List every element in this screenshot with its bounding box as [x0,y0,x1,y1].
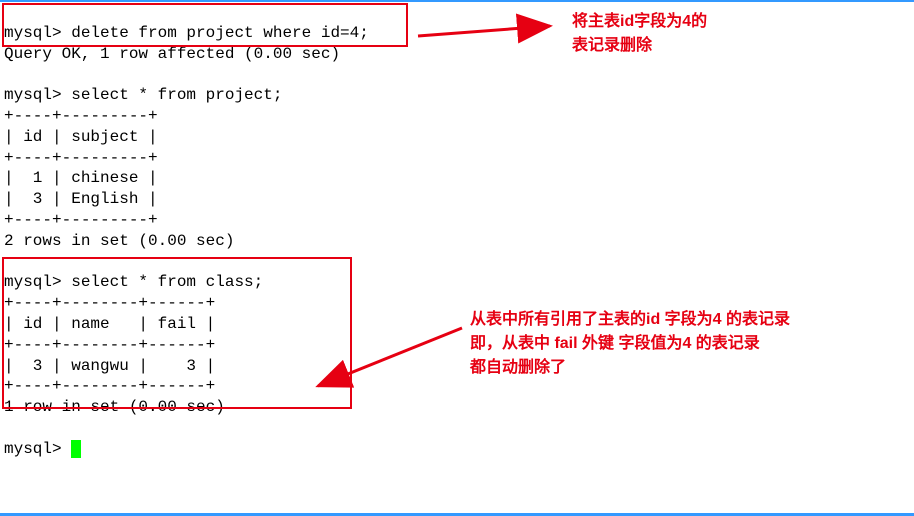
annotation-text: 将主表id字段为4的 [572,10,707,34]
terminal-line: 2 rows in set (0.00 sec) [4,232,234,250]
terminal-line: +----+---------+ [4,149,158,167]
annotation-text: 表记录删除 [572,34,707,58]
top-border [0,0,914,2]
terminal-line: +----+--------+------+ [4,377,215,395]
terminal-line: mysql> [4,440,71,458]
terminal-line: +----+---------+ [4,107,158,125]
annotation-text: 从表中所有引用了主表的id 字段为4 的表记录 [470,308,790,332]
annotation-text: 即，从表中 fail 外键 字段值为4 的表记录 [470,332,790,356]
terminal-line: 1 row in set (0.00 sec) [4,398,225,416]
terminal-line: +----+--------+------+ [4,294,215,312]
terminal-line: | 3 | English | [4,190,158,208]
terminal-line: +----+---------+ [4,211,158,229]
cursor-block [71,440,81,458]
terminal-line: | id | name | fail | [4,315,215,333]
terminal-line: | 1 | chinese | [4,169,158,187]
terminal-line: mysql> select * from class; [4,273,263,291]
annotation-2: 从表中所有引用了主表的id 字段为4 的表记录 即，从表中 fail 外键 字段… [470,308,790,380]
terminal-output: mysql> delete from project where id=4; Q… [0,0,914,462]
terminal-line: +----+--------+------+ [4,336,215,354]
terminal-line: mysql> select * from project; [4,86,282,104]
annotation-1: 将主表id字段为4的 表记录删除 [572,10,707,58]
annotation-text: 都自动删除了 [470,356,790,380]
terminal-line: | id | subject | [4,128,158,146]
terminal-line: Query OK, 1 row affected (0.00 sec) [4,45,340,63]
terminal-line: mysql> delete from project where id=4; [4,24,369,42]
terminal-line: | 3 | wangwu | 3 | [4,357,215,375]
